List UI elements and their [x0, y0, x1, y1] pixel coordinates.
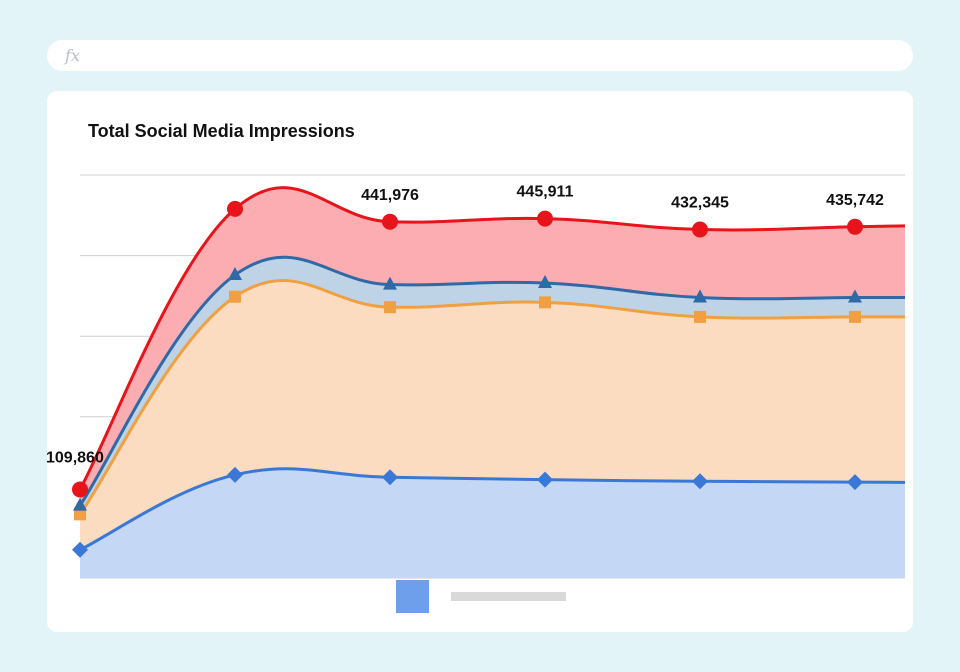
- fx-icon: fx: [65, 46, 80, 65]
- area-chart: 109,860 441,976 445,911 432,345 435,742: [47, 174, 906, 579]
- series-4-point: [537, 210, 553, 227]
- series-2-point: [229, 290, 241, 303]
- series-1-point: [692, 473, 708, 490]
- series-1-point: [227, 466, 243, 483]
- series-3-point: [228, 266, 242, 280]
- data-label: 432,345: [671, 195, 729, 212]
- chart-title: Total Social Media Impressions: [88, 121, 355, 141]
- series-3-point: [73, 497, 87, 511]
- series-2-point: [74, 508, 86, 521]
- series-3-point: [848, 289, 862, 303]
- series-3-point: [538, 275, 552, 289]
- chart-card: Total Social Media Impressions 109,860 44…: [47, 91, 913, 632]
- series-1-area: [80, 468, 905, 578]
- series-4-line: [78, 186, 906, 491]
- series-3-point: [693, 289, 707, 303]
- series-4-point: [692, 221, 708, 238]
- series-4-point: [382, 213, 398, 230]
- series-1-point: [537, 471, 553, 488]
- series-2-point: [694, 310, 706, 323]
- series-4-point: [847, 218, 863, 235]
- series-2-line: [78, 279, 905, 516]
- series-2-point: [539, 296, 551, 309]
- legend-label-placeholder: [451, 592, 566, 601]
- formula-bar[interactable]: fx: [47, 40, 913, 71]
- series-1-point: [382, 469, 398, 486]
- data-label: 441,976: [361, 187, 419, 204]
- data-label: 445,911: [517, 184, 574, 201]
- series-3-line: [78, 255, 905, 507]
- series-1-point: [72, 541, 88, 558]
- series-1-point: [847, 474, 863, 491]
- series-3-point: [383, 276, 397, 290]
- series-2-point: [384, 301, 396, 314]
- legend-swatch[interactable]: [396, 580, 429, 613]
- data-label: 435,742: [826, 192, 884, 209]
- series-4-point: [227, 200, 243, 217]
- series-1-line: [79, 467, 906, 552]
- series-4-point: [72, 481, 88, 498]
- series-2-point: [849, 310, 861, 323]
- data-label: 109,860: [47, 449, 104, 466]
